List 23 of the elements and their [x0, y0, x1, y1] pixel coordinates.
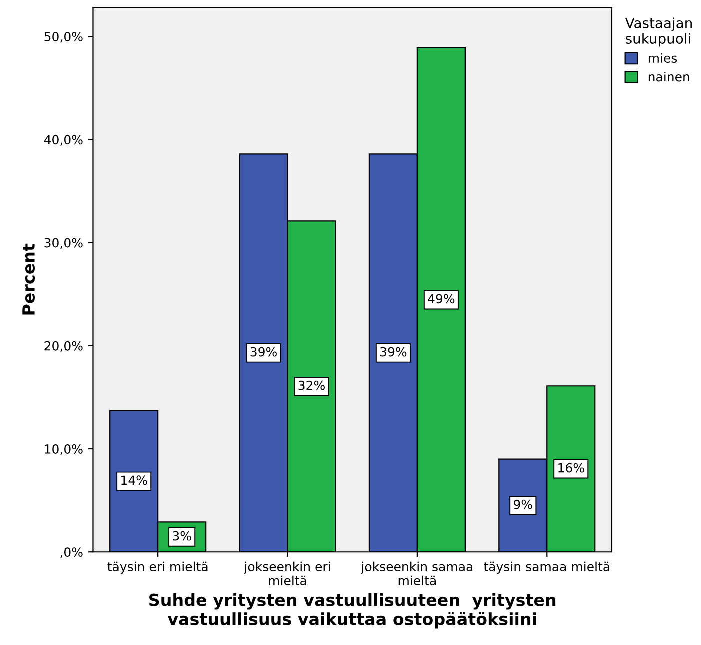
y-tick-label: 50,0%: [44, 32, 83, 43]
x-tick-label: jokseenkin samaa mieltä: [360, 562, 473, 586]
y-tick-label: 10,0%: [45, 444, 83, 456]
data-label: 32%: [298, 380, 325, 390]
data-label: 14%: [122, 476, 148, 486]
data-label: 9%: [514, 500, 532, 510]
data-label: 39%: [250, 347, 277, 357]
legend-label: nainen: [648, 72, 690, 82]
data-label: 3%: [173, 531, 192, 541]
data-label: 16%: [558, 463, 584, 473]
data-label: 39%: [380, 347, 407, 357]
y-tick-label: 40,0%: [44, 135, 83, 146]
y-tick-label: ,0%: [60, 548, 83, 558]
legend-title: Vastaajan sukupuoli: [625, 18, 692, 47]
y-axis-title: Percent: [22, 244, 36, 315]
data-label: 49%: [428, 294, 455, 304]
y-tick-label: 20,0%: [44, 341, 83, 352]
x-tick-label: täysin samaa mieltä: [484, 562, 610, 574]
legend-label: mies: [648, 53, 678, 63]
x-axis-title: Suhde yritysten vastuullisuuteen yritysten vastuullisuus vaikuttaa ostopäätöksiini: [150, 593, 556, 629]
x-tick-label: täysin eri mieltä: [108, 562, 208, 574]
x-tick-label: jokseenkin eri mieltä: [244, 562, 330, 586]
y-tick-label: 30,0%: [44, 238, 83, 250]
